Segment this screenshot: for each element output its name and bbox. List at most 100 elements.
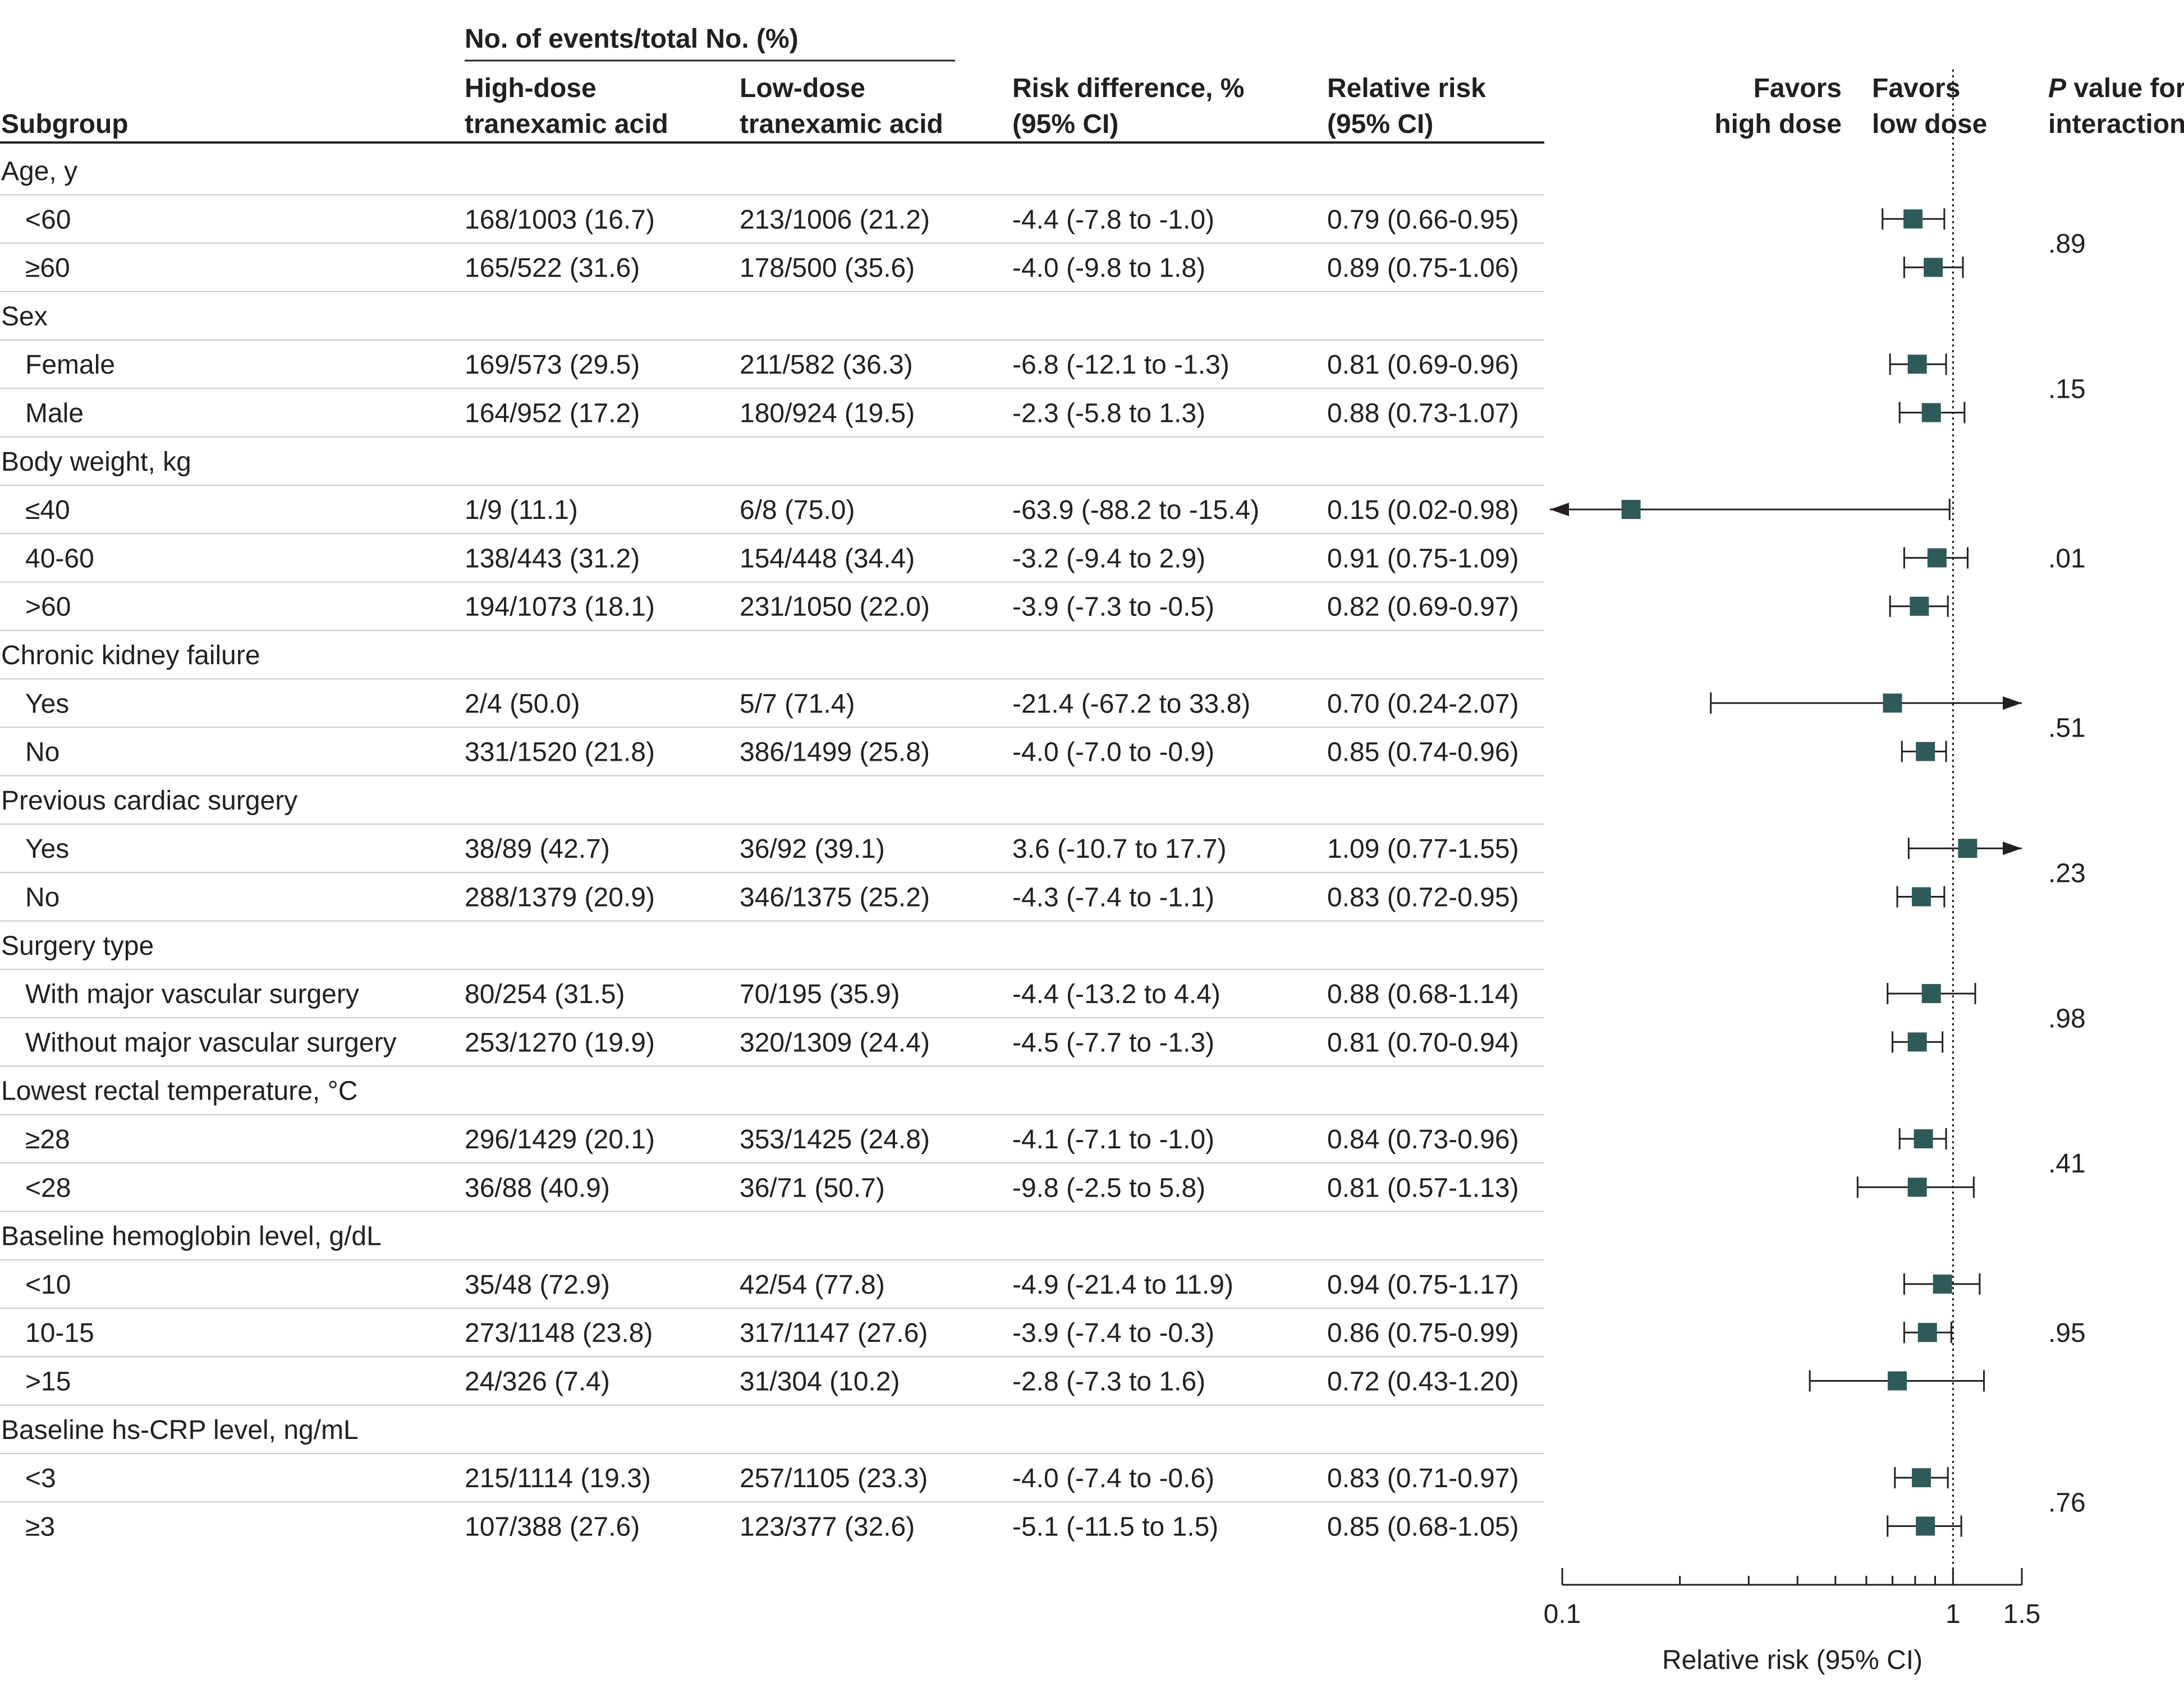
high-dose-events: 1/9 (11.1) (465, 495, 578, 525)
high-dose-events: 107/388 (27.6) (465, 1512, 640, 1542)
favors-high-label-line2: high dose (1714, 109, 1842, 139)
high-dose-events: 273/1148 (23.8) (465, 1318, 653, 1348)
relative-risk: 0.81 (0.69-0.96) (1327, 350, 1519, 380)
column-header-p-line2: interaction (2048, 109, 2184, 139)
relative-risk: 0.91 (0.75-1.09) (1327, 544, 1519, 573)
high-dose-events: 36/88 (40.9) (465, 1173, 610, 1203)
subgroup-heading: Lowest rectal temperature, °C (1, 1077, 357, 1106)
events-group-header: No. of events/total No. (%) (465, 24, 799, 54)
relative-risk: 0.70 (0.24-2.07) (1327, 689, 1519, 719)
high-dose-events: 296/1429 (20.1) (465, 1125, 655, 1155)
interaction-p-value: .51 (2048, 713, 2086, 743)
row-label: Without major vascular surgery (25, 1028, 397, 1057)
x-tick-label: 1 (1946, 1599, 1961, 1629)
subgroup-heading: Surgery type (1, 931, 154, 961)
interaction-p-value: .76 (2048, 1488, 2086, 1517)
risk-difference: -3.2 (-9.4 to 2.9) (1012, 544, 1205, 573)
low-dose-events: 154/448 (34.4) (740, 544, 915, 573)
low-dose-events: 353/1425 (24.8) (740, 1125, 930, 1155)
interaction-p-value: .15 (2048, 374, 2086, 404)
low-dose-events: 211/582 (36.3) (740, 350, 913, 380)
point-estimate (1912, 1468, 1931, 1488)
relative-risk: 1.09 (0.77-1.55) (1327, 834, 1519, 864)
ci-arrow-left (1550, 503, 1569, 517)
low-dose-events: 6/8 (75.0) (740, 495, 855, 525)
row-label: <28 (25, 1173, 71, 1203)
relative-risk: 0.72 (0.43-1.20) (1327, 1367, 1519, 1397)
low-dose-events: 70/195 (35.9) (740, 979, 900, 1009)
risk-difference: -21.4 (-67.2 to 33.8) (1012, 689, 1250, 719)
low-dose-events: 257/1105 (23.3) (740, 1464, 928, 1493)
high-dose-events: 2/4 (50.0) (465, 689, 580, 719)
point-estimate (1933, 1274, 1952, 1294)
risk-difference: 3.6 (-10.7 to 17.7) (1012, 834, 1227, 864)
row-label: Yes (25, 834, 69, 864)
high-dose-events: 194/1073 (18.1) (465, 592, 655, 622)
point-estimate (1914, 1129, 1933, 1148)
interaction-p-value: .23 (2048, 858, 2086, 888)
high-dose-events: 331/1520 (21.8) (465, 738, 655, 767)
relative-risk: 0.79 (0.66-0.95) (1327, 205, 1519, 234)
favors-high-label: Favors (1754, 73, 1842, 103)
risk-difference: -4.3 (-7.4 to -1.1) (1012, 883, 1214, 913)
point-estimate (1907, 1178, 1927, 1197)
column-header-rr: Relative risk (1327, 73, 1486, 103)
row-label: 40-60 (25, 544, 94, 573)
high-dose-events: 168/1003 (16.7) (465, 205, 655, 234)
risk-difference: -4.4 (-7.8 to -1.0) (1012, 205, 1214, 234)
low-dose-events: 36/92 (39.1) (740, 834, 885, 864)
relative-risk: 0.84 (0.73-0.96) (1327, 1125, 1519, 1155)
column-header-subgroup: Subgroup (1, 109, 129, 139)
row-label: With major vascular surgery (25, 979, 359, 1009)
risk-difference: -4.0 (-7.4 to -0.6) (1012, 1464, 1214, 1493)
subgroup-heading: Body weight, kg (1, 447, 191, 477)
relative-risk: 0.81 (0.70-0.94) (1327, 1028, 1519, 1057)
risk-difference: -4.9 (-21.4 to 11.9) (1012, 1270, 1233, 1300)
column-header-rd-line2: (95% CI) (1012, 109, 1118, 139)
risk-difference: -9.8 (-2.5 to 5.8) (1012, 1173, 1205, 1203)
interaction-p-value: .41 (2048, 1149, 2086, 1179)
column-header-rd: Risk difference, % (1012, 73, 1244, 103)
low-dose-events: 123/377 (32.6) (740, 1512, 915, 1542)
high-dose-events: 35/48 (72.9) (465, 1270, 610, 1300)
low-dose-events: 178/500 (35.6) (740, 254, 915, 283)
risk-difference: -2.8 (-7.3 to 1.6) (1012, 1367, 1205, 1397)
point-estimate (1916, 742, 1935, 761)
interaction-p-value: .95 (2048, 1318, 2086, 1348)
row-label: Female (25, 350, 115, 380)
low-dose-events: 42/54 (77.8) (740, 1270, 885, 1300)
favors-low-label: Favors (1872, 73, 1960, 103)
high-dose-events: 165/522 (31.6) (465, 254, 640, 283)
point-estimate (1921, 984, 1941, 1004)
low-dose-events: 320/1309 (24.4) (740, 1028, 930, 1057)
point-estimate (1924, 257, 1943, 277)
point-estimate (1907, 1032, 1927, 1052)
point-estimate (1912, 887, 1931, 907)
point-estimate (1903, 209, 1923, 229)
subgroup-heading: Baseline hemoglobin level, g/dL (1, 1222, 382, 1252)
relative-risk: 0.86 (0.75-0.99) (1327, 1318, 1519, 1348)
risk-difference: -63.9 (-88.2 to -15.4) (1012, 495, 1259, 525)
low-dose-events: 213/1006 (21.2) (740, 205, 930, 234)
favors-low-label-line2: low dose (1872, 109, 1987, 139)
high-dose-events: 38/89 (42.7) (465, 834, 610, 864)
risk-difference: -4.0 (-7.0 to -0.9) (1012, 738, 1214, 767)
high-dose-events: 169/573 (29.5) (465, 350, 640, 380)
risk-difference: -5.1 (-11.5 to 1.5) (1012, 1512, 1218, 1542)
point-estimate (1958, 839, 1977, 858)
interaction-p-value: .89 (2048, 229, 2086, 259)
risk-difference: -3.9 (-7.4 to -0.3) (1012, 1318, 1214, 1348)
row-label: 10-15 (25, 1318, 94, 1348)
low-dose-events: 36/71 (50.7) (740, 1173, 885, 1203)
point-estimate (1917, 1323, 1937, 1342)
subgroup-heading: Previous cardiac surgery (1, 786, 297, 816)
high-dose-events: 138/443 (31.2) (465, 544, 640, 573)
column-header-rr-line2: (95% CI) (1327, 109, 1433, 139)
risk-difference: -4.4 (-13.2 to 4.4) (1012, 979, 1221, 1009)
relative-risk: 0.83 (0.72-0.95) (1327, 883, 1519, 913)
interaction-p-value: .01 (2048, 544, 2086, 573)
relative-risk: 0.82 (0.69-0.97) (1327, 592, 1519, 622)
row-label: Male (25, 399, 84, 429)
risk-difference: -6.8 (-12.1 to -1.3) (1012, 350, 1229, 380)
